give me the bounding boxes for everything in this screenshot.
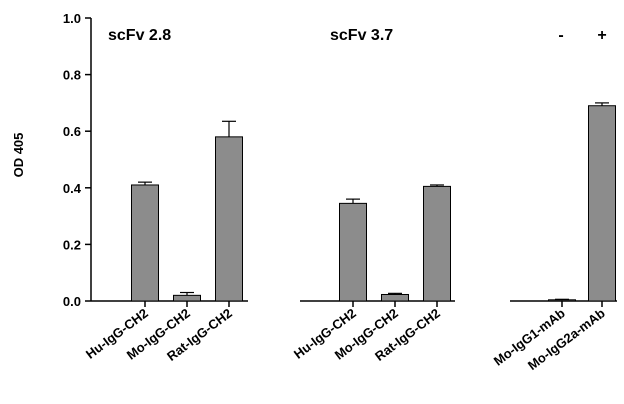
y-axis-label: OD 405 (11, 133, 26, 178)
y-tick-label: 0.0 (63, 294, 81, 309)
bar (588, 105, 616, 302)
bar (173, 294, 201, 302)
y-axis: 0.0 0.2 0.4 0.6 0.8 1.0 (63, 11, 92, 309)
bar (215, 136, 243, 302)
group-label-scfv-2-8: scFv 2.8 (108, 27, 171, 44)
group-label-negative: - (558, 27, 563, 44)
bar (339, 202, 367, 302)
bars (131, 102, 616, 302)
y-tick-label: 0.2 (63, 237, 81, 252)
y-tick-label: 0.6 (63, 124, 81, 139)
y-tick-label: 1.0 (63, 11, 81, 26)
x-axis (91, 300, 617, 307)
bar (423, 185, 451, 302)
bar (381, 293, 409, 302)
group-label-scfv-3-7: scFv 3.7 (330, 27, 393, 44)
y-tick-label: 0.8 (63, 68, 81, 83)
bar (131, 184, 159, 302)
y-tick-label: 0.4 (63, 181, 82, 196)
group-label-positive: + (597, 27, 606, 44)
